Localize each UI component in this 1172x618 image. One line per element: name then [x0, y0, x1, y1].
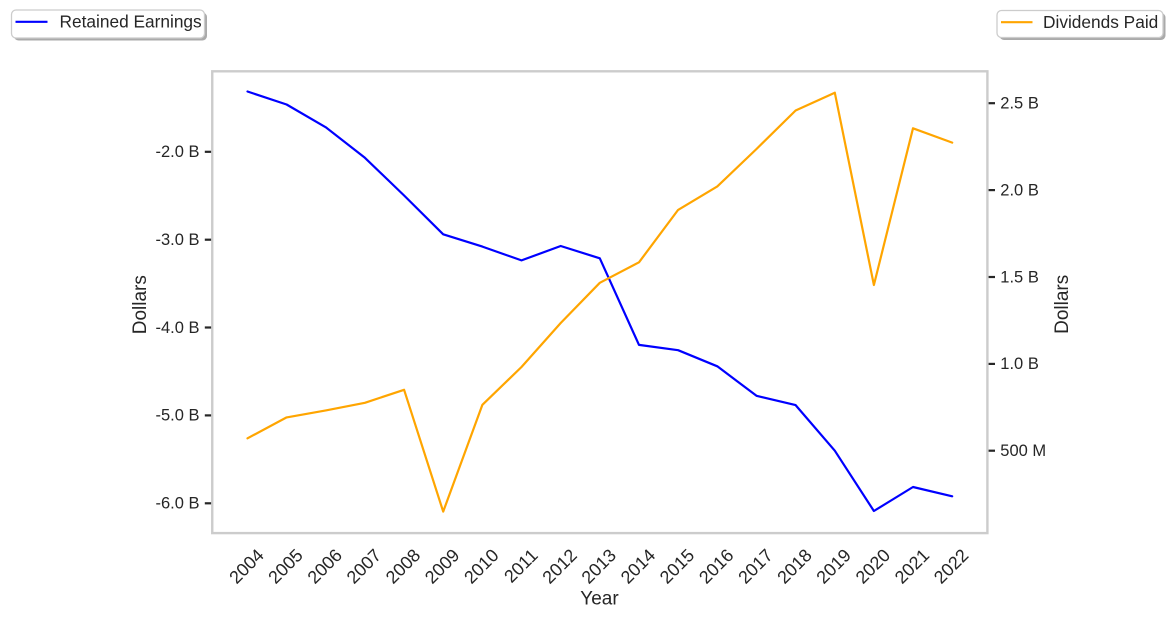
svg-text:1.0 B: 1.0 B	[1000, 355, 1039, 373]
svg-text:500 M: 500 M	[1000, 442, 1046, 460]
svg-text:Dollars: Dollars	[130, 275, 151, 334]
svg-text:1.5 B: 1.5 B	[1000, 268, 1039, 286]
svg-text:-6.0 B: -6.0 B	[155, 495, 199, 513]
svg-text:2.0 B: 2.0 B	[1000, 181, 1039, 199]
svg-text:Dividends Paid: Dividends Paid	[1043, 12, 1158, 32]
svg-text:Retained Earnings: Retained Earnings	[60, 12, 203, 32]
svg-text:-2.0 B: -2.0 B	[155, 143, 199, 161]
svg-text:2.5 B: 2.5 B	[1000, 95, 1039, 113]
svg-text:-3.0 B: -3.0 B	[155, 231, 199, 249]
svg-text:Year: Year	[580, 588, 619, 609]
svg-text:Dollars: Dollars	[1052, 275, 1073, 334]
svg-text:-5.0 B: -5.0 B	[155, 407, 199, 425]
svg-text:-4.0 B: -4.0 B	[155, 319, 199, 337]
